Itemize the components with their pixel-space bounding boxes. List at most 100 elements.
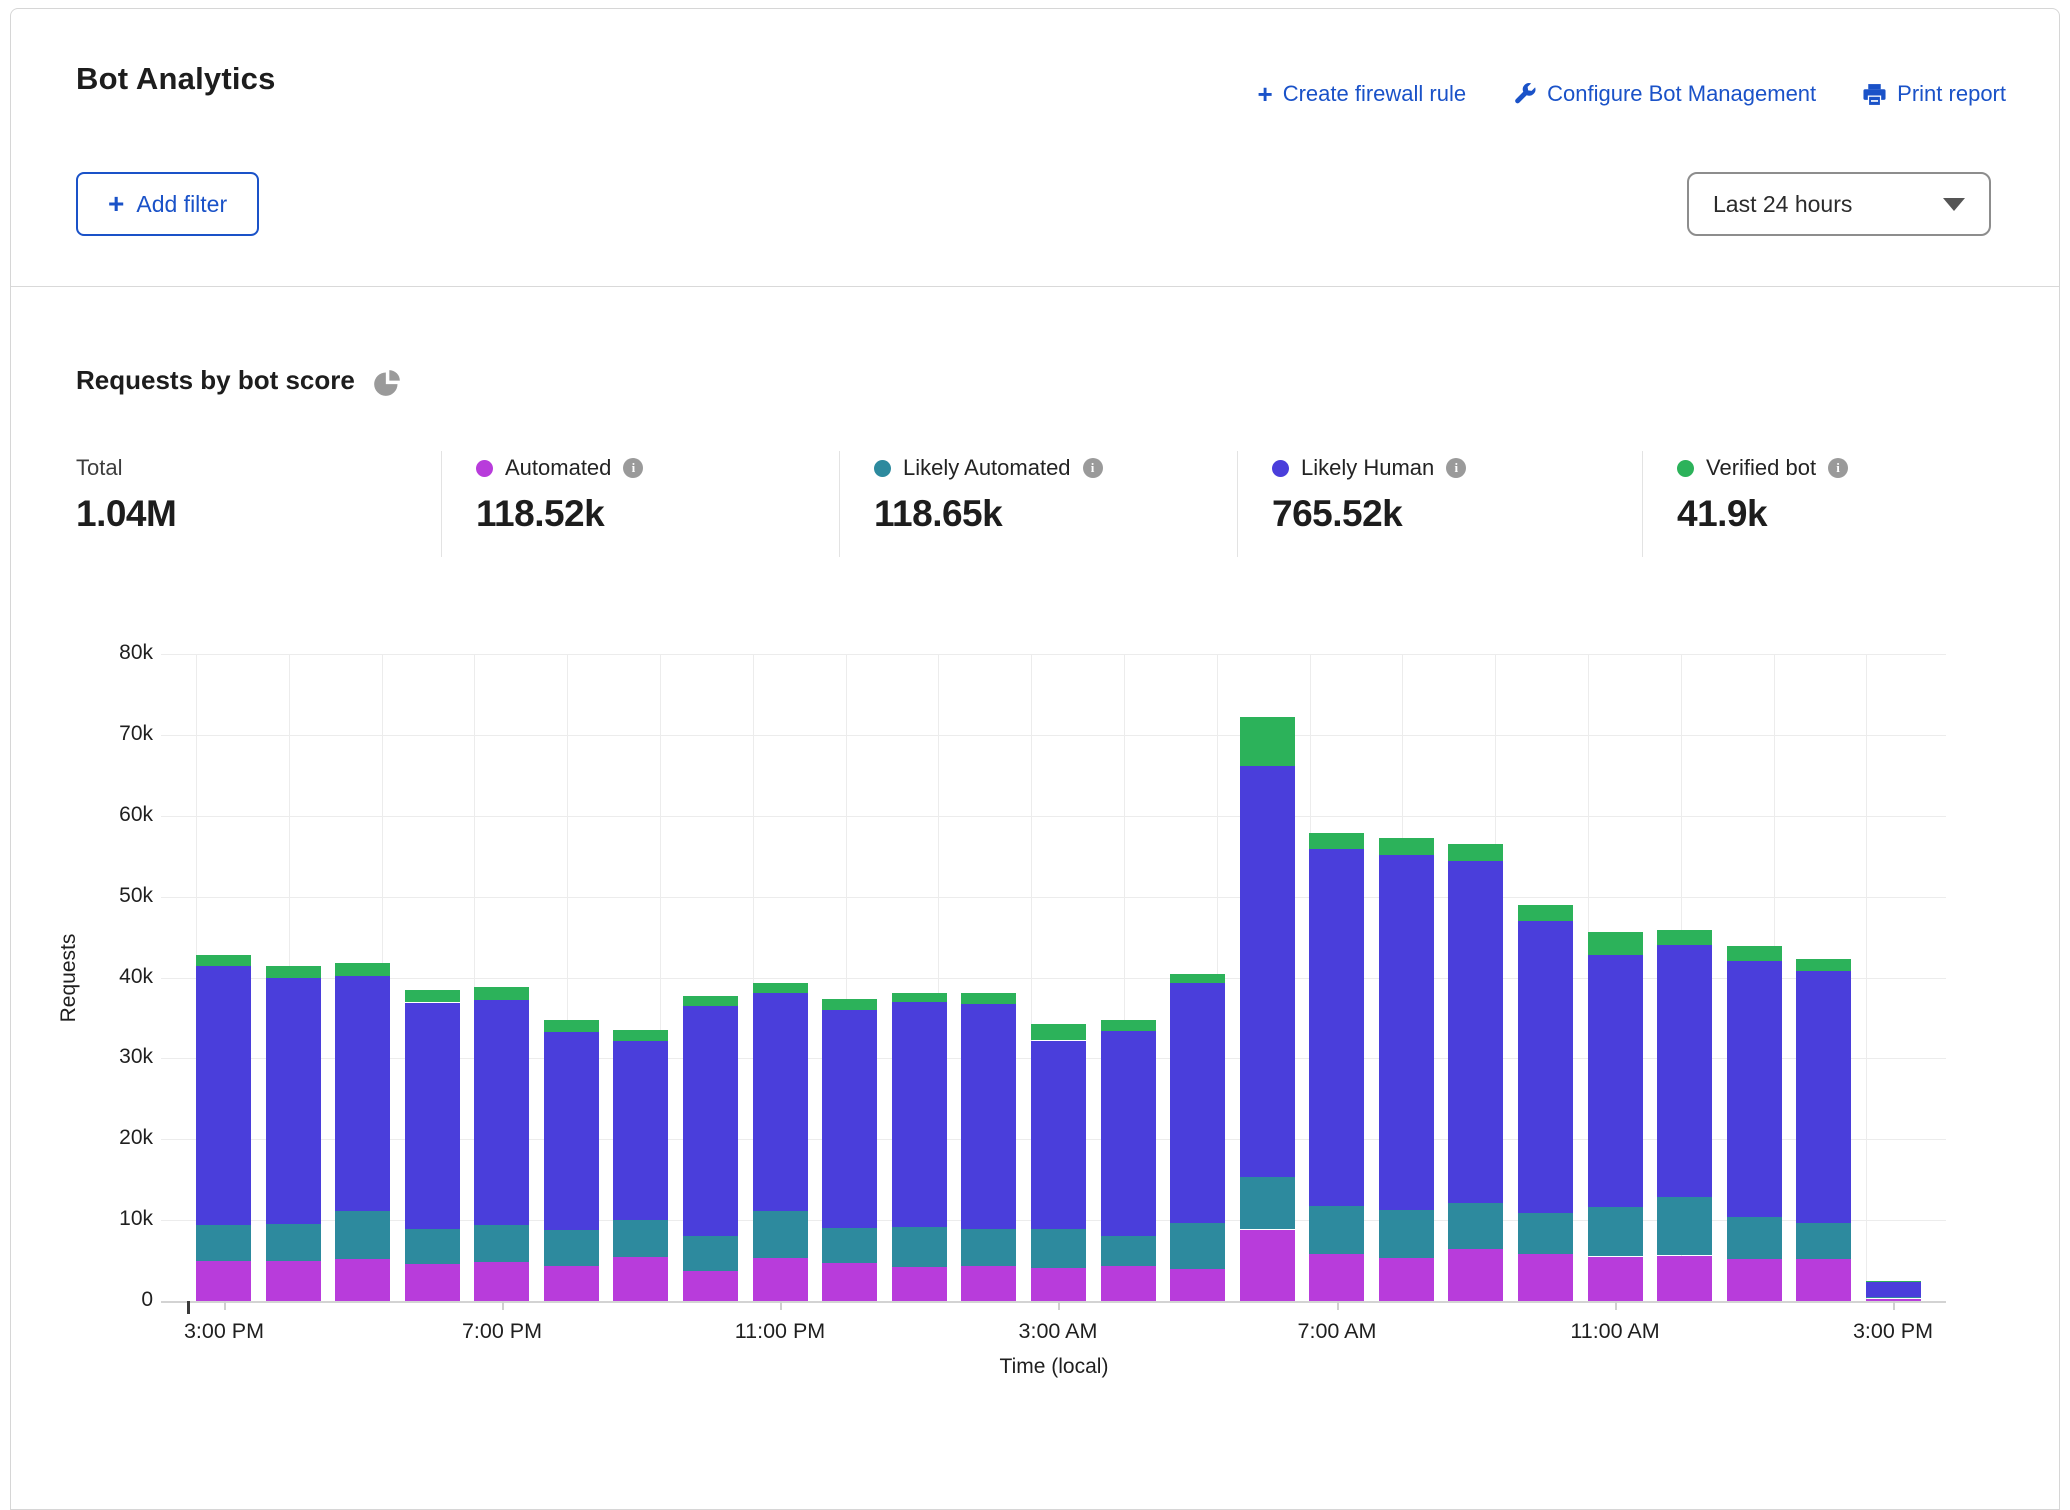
bar-segment-verified-bot[interactable]: [1588, 932, 1643, 955]
bar-segment-automated[interactable]: [1796, 1259, 1851, 1301]
bar-segment-likely-automated[interactable]: [1309, 1206, 1364, 1254]
bar-segment-automated[interactable]: [822, 1263, 877, 1301]
bar-segment-automated[interactable]: [892, 1267, 947, 1301]
bar-segment-likely-human[interactable]: [1031, 1041, 1086, 1229]
bar-segment-verified-bot[interactable]: [613, 1030, 668, 1041]
bar-segment-likely-human[interactable]: [683, 1006, 738, 1236]
bar-segment-likely-human[interactable]: [1866, 1282, 1921, 1297]
bar-segment-likely-human[interactable]: [1309, 849, 1364, 1206]
bar-segment-automated[interactable]: [1309, 1254, 1364, 1301]
y-axis-tick-label: 0: [33, 1288, 153, 1312]
bar-segment-verified-bot[interactable]: [1657, 930, 1712, 945]
bar-segment-verified-bot[interactable]: [266, 966, 321, 978]
bar-segment-likely-human[interactable]: [822, 1010, 877, 1228]
bar-segment-verified-bot[interactable]: [1518, 905, 1573, 921]
bar-segment-likely-automated[interactable]: [613, 1219, 668, 1257]
bar-segment-likely-automated[interactable]: [1588, 1206, 1643, 1256]
bar-segment-likely-human[interactable]: [335, 976, 390, 1211]
bar-segment-verified-bot[interactable]: [753, 983, 808, 993]
bar-segment-automated[interactable]: [1518, 1254, 1573, 1301]
bar-segment-likely-automated[interactable]: [544, 1230, 599, 1266]
bar-segment-likely-human[interactable]: [544, 1032, 599, 1230]
bar-segment-likely-automated[interactable]: [335, 1211, 390, 1259]
bar-segment-likely-human[interactable]: [196, 966, 251, 1225]
bar-segment-likely-automated[interactable]: [961, 1229, 1016, 1266]
bar-segment-likely-automated[interactable]: [1796, 1223, 1851, 1259]
bar-segment-likely-human[interactable]: [266, 978, 321, 1224]
bar-segment-likely-human[interactable]: [1448, 861, 1503, 1203]
bar-segment-verified-bot[interactable]: [1031, 1024, 1086, 1040]
bar-segment-automated[interactable]: [1031, 1268, 1086, 1301]
bar-segment-automated[interactable]: [1240, 1230, 1295, 1301]
bar-segment-automated[interactable]: [405, 1264, 460, 1301]
bar-segment-verified-bot[interactable]: [822, 999, 877, 1010]
bar-segment-likely-human[interactable]: [613, 1041, 668, 1220]
bar-segment-automated[interactable]: [474, 1262, 529, 1301]
bar-segment-automated[interactable]: [1727, 1259, 1782, 1301]
bar-segment-likely-human[interactable]: [474, 1000, 529, 1225]
bar-segment-verified-bot[interactable]: [335, 963, 390, 976]
bar-segment-likely-human[interactable]: [1588, 955, 1643, 1207]
bar-segment-likely-human[interactable]: [961, 1003, 1016, 1229]
bar-segment-likely-automated[interactable]: [1379, 1210, 1434, 1258]
bar-segment-likely-automated[interactable]: [1031, 1229, 1086, 1268]
bar-segment-likely-human[interactable]: [1101, 1030, 1156, 1236]
bar-segment-likely-automated[interactable]: [683, 1236, 738, 1271]
bar-segment-automated[interactable]: [1101, 1266, 1156, 1301]
bar-segment-automated[interactable]: [196, 1261, 251, 1301]
bar-segment-verified-bot[interactable]: [1866, 1281, 1921, 1282]
bar-segment-automated[interactable]: [961, 1266, 1016, 1301]
bar-segment-likely-automated[interactable]: [753, 1210, 808, 1258]
bar-segment-verified-bot[interactable]: [1240, 717, 1295, 766]
bar-segment-automated[interactable]: [544, 1265, 599, 1301]
bar-segment-likely-human[interactable]: [1170, 983, 1225, 1223]
bar-segment-verified-bot[interactable]: [196, 955, 251, 966]
bar-segment-automated[interactable]: [1170, 1269, 1225, 1301]
bar-segment-likely-automated[interactable]: [1727, 1217, 1782, 1259]
bar-segment-automated[interactable]: [753, 1258, 808, 1301]
bar-segment-verified-bot[interactable]: [474, 987, 529, 1000]
bar-segment-likely-automated[interactable]: [1448, 1203, 1503, 1249]
bar-segment-likely-automated[interactable]: [1170, 1223, 1225, 1269]
bar-segment-automated[interactable]: [1588, 1257, 1643, 1301]
bar-segment-likely-human[interactable]: [1796, 971, 1851, 1223]
bar-segment-verified-bot[interactable]: [1796, 959, 1851, 971]
bar-segment-likely-human[interactable]: [1727, 961, 1782, 1217]
bar-segment-likely-human[interactable]: [405, 1003, 460, 1229]
bar-segment-likely-human[interactable]: [1657, 944, 1712, 1197]
bar-segment-likely-automated[interactable]: [474, 1225, 529, 1262]
bar-segment-likely-automated[interactable]: [266, 1224, 321, 1261]
y-axis-tick-label: 40k: [33, 965, 153, 989]
bar-segment-automated[interactable]: [1448, 1249, 1503, 1301]
bar-segment-likely-automated[interactable]: [892, 1227, 947, 1267]
bar-segment-verified-bot[interactable]: [1101, 1020, 1156, 1031]
bar-segment-verified-bot[interactable]: [892, 993, 947, 1002]
bar-segment-likely-human[interactable]: [892, 1002, 947, 1227]
bar-segment-likely-automated[interactable]: [1518, 1213, 1573, 1254]
bar-segment-verified-bot[interactable]: [961, 993, 1016, 1004]
bar-segment-likely-automated[interactable]: [822, 1228, 877, 1263]
bar-segment-automated[interactable]: [1379, 1258, 1434, 1301]
bar-segment-likely-automated[interactable]: [1657, 1197, 1712, 1255]
bar-segment-likely-automated[interactable]: [405, 1228, 460, 1264]
bar-segment-likely-human[interactable]: [1518, 921, 1573, 1213]
bar-segment-likely-human[interactable]: [1379, 855, 1434, 1210]
bar-segment-automated[interactable]: [266, 1261, 321, 1301]
bar-segment-likely-human[interactable]: [753, 993, 808, 1211]
bar-segment-verified-bot[interactable]: [405, 990, 460, 1002]
bar-segment-likely-automated[interactable]: [196, 1225, 251, 1261]
bar-segment-verified-bot[interactable]: [1379, 838, 1434, 855]
bar-segment-automated[interactable]: [335, 1259, 390, 1301]
bar-segment-verified-bot[interactable]: [1448, 844, 1503, 861]
bar-segment-automated[interactable]: [1657, 1256, 1712, 1301]
bar-segment-likely-human[interactable]: [1240, 766, 1295, 1177]
bar-segment-automated[interactable]: [613, 1257, 668, 1301]
bar-segment-verified-bot[interactable]: [1309, 833, 1364, 849]
bar-segment-likely-automated[interactable]: [1101, 1236, 1156, 1266]
bar-segment-verified-bot[interactable]: [544, 1020, 599, 1032]
bar-segment-likely-automated[interactable]: [1240, 1176, 1295, 1229]
bar-segment-verified-bot[interactable]: [1727, 946, 1782, 961]
bar-segment-verified-bot[interactable]: [1170, 974, 1225, 983]
bar-segment-verified-bot[interactable]: [683, 996, 738, 1006]
bar-segment-automated[interactable]: [683, 1271, 738, 1301]
